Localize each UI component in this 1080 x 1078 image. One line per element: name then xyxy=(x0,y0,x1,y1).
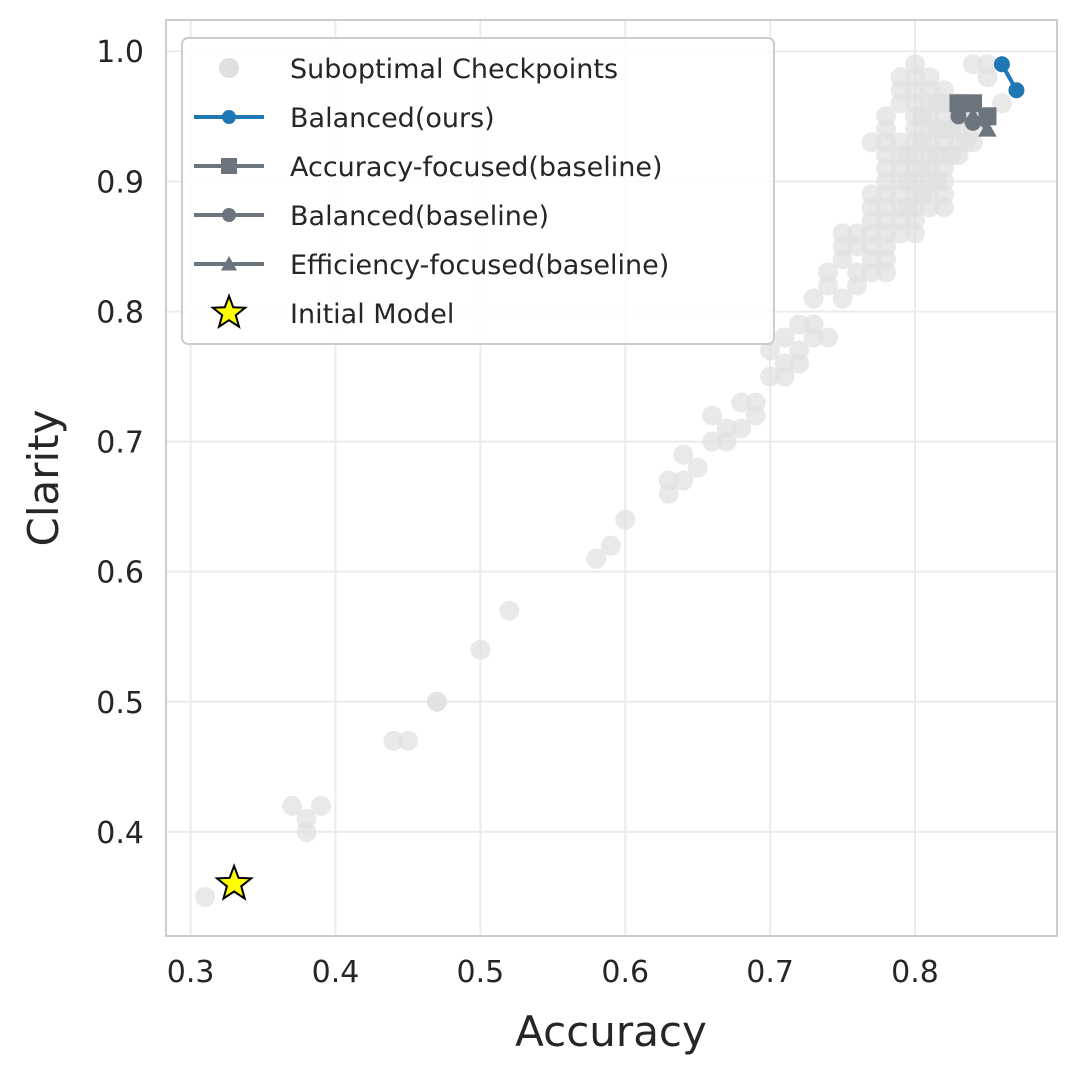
checkpoint-point xyxy=(962,54,983,75)
series-point xyxy=(963,107,983,124)
checkpoint-point xyxy=(470,639,491,660)
checkpoint-point xyxy=(397,730,418,751)
series-balanced-ours- xyxy=(993,56,1025,99)
series-suboptimal-checkpoints xyxy=(195,54,1012,907)
checkpoint-point xyxy=(731,392,752,413)
legend-box xyxy=(181,37,775,345)
checkpoint-point xyxy=(760,366,781,387)
checkpoint-point xyxy=(832,288,853,309)
legend-entry: Balanced(baseline) xyxy=(194,201,549,232)
checkpoint-point xyxy=(673,470,694,491)
checkpoint-point xyxy=(977,54,998,75)
checkpoint-point xyxy=(861,132,882,153)
series-point xyxy=(949,94,968,113)
checkpoint-point xyxy=(789,314,810,335)
legend-marker xyxy=(222,110,236,124)
x-tick-label: 0.6 xyxy=(601,955,649,990)
y-tick-label: 0.8 xyxy=(96,295,144,330)
legend-label: Initial Model xyxy=(290,299,454,330)
checkpoint-point xyxy=(919,67,940,88)
checkpoint-point xyxy=(600,535,621,556)
checkpoint-point xyxy=(847,262,868,283)
y-tick-label: 0.6 xyxy=(96,556,144,591)
legend-label: Efficiency-focused(baseline) xyxy=(290,250,669,281)
checkpoint-point xyxy=(745,392,766,413)
series-efficiency-focused-baseline- xyxy=(963,107,997,137)
series-point xyxy=(978,120,997,137)
checkpoint-point xyxy=(760,340,781,361)
checkpoint-point xyxy=(383,730,404,751)
series-point xyxy=(993,56,1010,73)
checkpoint-point xyxy=(818,262,839,283)
y-tick-label: 0.7 xyxy=(96,426,144,461)
legend-label: Balanced(ours) xyxy=(290,103,495,134)
checkpoint-point xyxy=(789,340,810,361)
legend-entry: Suboptimal Checkpoints xyxy=(219,54,618,85)
legend-label: Suboptimal Checkpoints xyxy=(290,54,618,85)
checkpoint-point xyxy=(774,353,795,374)
checkpoint-point xyxy=(847,223,868,244)
checkpoint-point xyxy=(658,470,679,491)
axis-ticks: 0.3 0.4 0.5 0.6 0.7 0.8 0.4 0.5 0.6 0.7 0.8 0.9 1.0 xyxy=(96,35,939,990)
checkpoint-point xyxy=(905,54,926,75)
legend-label: Balanced(baseline) xyxy=(290,201,549,232)
checkpoint-point xyxy=(282,795,303,816)
legend-marker xyxy=(210,293,248,330)
plot-frame xyxy=(165,19,1058,937)
checkpoint-point xyxy=(702,405,723,426)
checkpoint-point xyxy=(615,509,636,530)
x-tick-label: 0.7 xyxy=(746,955,794,990)
legend-label: Accuracy-focused(baseline) xyxy=(290,152,663,183)
x-axis-label: Accuracy xyxy=(515,1007,707,1056)
series-point xyxy=(978,107,997,126)
legend-marker xyxy=(220,255,238,271)
x-tick-label: 0.8 xyxy=(891,955,939,990)
y-tick-label: 0.9 xyxy=(96,165,144,200)
checkpoint-point xyxy=(991,93,1012,114)
checkpoint-point xyxy=(702,431,723,452)
checkpoint-point xyxy=(673,444,694,465)
checkpoint-point xyxy=(861,184,882,205)
checkpoint-point xyxy=(731,418,752,439)
y-axis-label: Clarity xyxy=(19,410,68,547)
checkpoint-point xyxy=(296,821,317,842)
series-point xyxy=(950,108,967,125)
checkpoint-point xyxy=(890,67,911,88)
series-point xyxy=(1008,82,1025,99)
checkpoint-point xyxy=(716,418,737,439)
checkpoint-point xyxy=(818,327,839,348)
legend-marker xyxy=(221,158,237,174)
x-tick-label: 0.5 xyxy=(457,955,505,990)
checkpoint-point xyxy=(803,288,824,309)
series-initial-model xyxy=(214,863,254,901)
legend-entry: Initial Model xyxy=(210,293,454,330)
legend-entry: Accuracy-focused(baseline) xyxy=(194,152,663,183)
checkpoint-point xyxy=(195,886,216,907)
y-tick-label: 0.4 xyxy=(96,816,144,851)
legend-entry: Balanced(ours) xyxy=(194,103,495,134)
y-tick-label: 0.5 xyxy=(96,686,144,721)
checkpoint-point xyxy=(687,457,708,478)
legend-entry: Efficiency-focused(baseline) xyxy=(194,250,669,281)
checkpoint-point xyxy=(774,327,795,348)
legend-marker xyxy=(219,58,239,78)
checkpoint-point xyxy=(876,106,897,127)
checkpoint-point xyxy=(499,600,520,621)
checkpoint-point xyxy=(803,314,824,335)
plot-data xyxy=(195,54,1025,907)
checkpoint-point xyxy=(586,548,607,569)
legend: Suboptimal Checkpoints Balanced(ours) Accu… xyxy=(181,37,775,345)
x-tick-label: 0.4 xyxy=(312,955,360,990)
y-tick-label: 1.0 xyxy=(96,35,144,70)
checkpoint-point xyxy=(832,223,853,244)
legend-marker xyxy=(222,208,236,222)
x-tick-label: 0.3 xyxy=(167,955,215,990)
series-point xyxy=(964,95,981,112)
checkpoint-point xyxy=(311,795,332,816)
checkpoint-point xyxy=(426,691,447,712)
initial-model-star xyxy=(214,863,254,901)
